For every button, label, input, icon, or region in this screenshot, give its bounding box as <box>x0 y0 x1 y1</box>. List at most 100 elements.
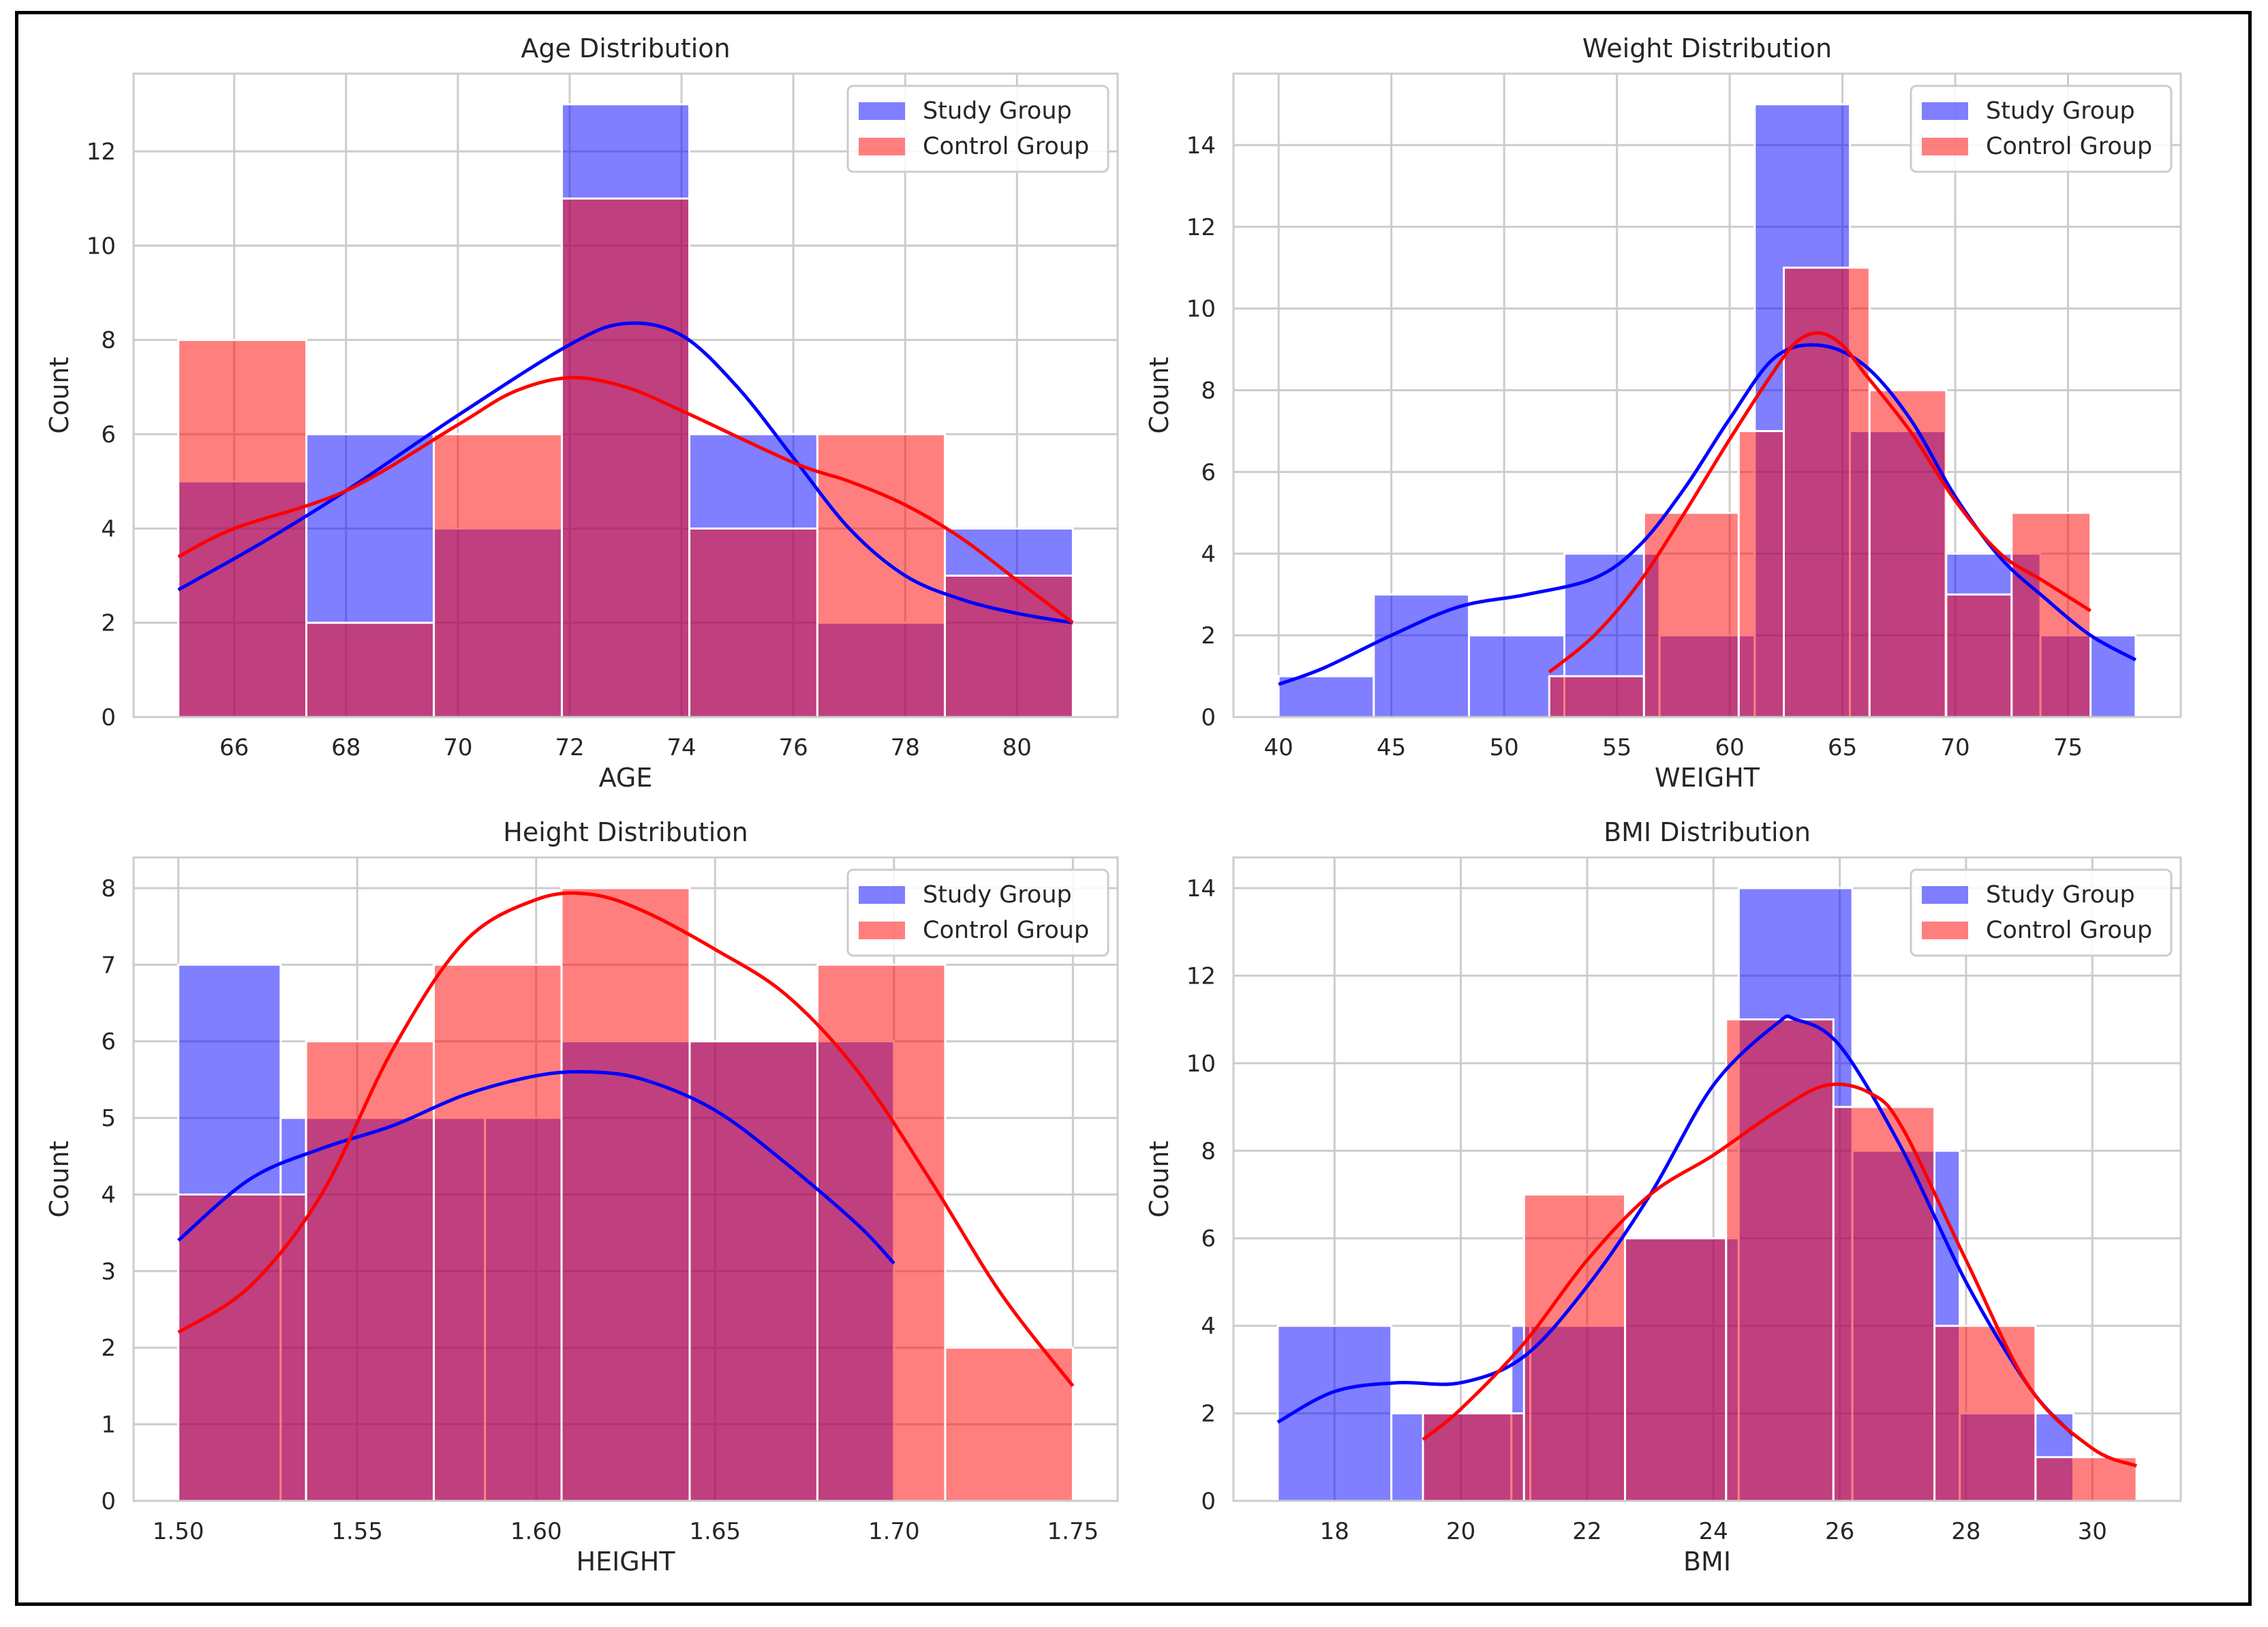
y-tick-label: 12 <box>87 138 116 166</box>
y-axis-label: Count <box>44 1141 74 1218</box>
y-tick-label: 8 <box>101 327 116 354</box>
chart-panel-2: 40 45 50 55 60 65 70 75 0 2 4 6 8 10 12 14 Weight Distri… <box>1144 33 2182 793</box>
y-tick-label: 2 <box>101 1335 116 1362</box>
control-bar <box>1725 1018 1835 1501</box>
y-tick-label: 4 <box>101 1181 116 1208</box>
x-tick-label: 72 <box>555 734 584 761</box>
control-bar <box>2034 1456 2138 1501</box>
x-tick-label: 74 <box>666 734 696 761</box>
control-bar <box>944 1346 1074 1501</box>
control-bar <box>688 527 818 717</box>
control-bar <box>688 1040 818 1501</box>
axes-frame <box>1232 856 2182 1502</box>
y-tick-label: 10 <box>1186 1050 1216 1078</box>
y-tick-label: 6 <box>101 1029 116 1056</box>
legend: Study Group Control Group <box>846 868 1109 957</box>
chart-title: Weight Distribution <box>1582 33 1832 63</box>
y-tick-label: 0 <box>1201 1488 1216 1515</box>
y-tick-label: 3 <box>101 1258 116 1286</box>
y-axis-label: Count <box>44 357 74 434</box>
y-tick-label: 2 <box>1201 1401 1216 1428</box>
study-legend-swatch <box>859 886 905 904</box>
x-tick-label: 78 <box>891 734 920 761</box>
x-tick-label: 26 <box>1825 1518 1854 1545</box>
plot-content <box>177 887 1075 1501</box>
control-bar <box>1642 511 1740 717</box>
control-kde-line <box>177 891 1075 1387</box>
control-kde-line <box>1422 1082 2138 1468</box>
y-tick-label: 6 <box>1201 1226 1216 1253</box>
x-axis-label: HEIGHT <box>576 1547 675 1577</box>
x-tick-label: 1.75 <box>1047 1518 1099 1545</box>
y-tick-label: 6 <box>1201 459 1216 486</box>
study-legend-label: Study Group <box>923 97 1072 125</box>
y-tick-label: 10 <box>1186 296 1216 323</box>
control-legend-label: Control Group <box>923 917 1089 944</box>
x-tick-label: 45 <box>1377 734 1406 761</box>
control-legend-swatch <box>1922 922 1968 939</box>
plot-content <box>1276 887 2138 1501</box>
legend-box <box>1910 85 2173 173</box>
x-tick-label: 70 <box>443 734 472 761</box>
control-bar <box>943 575 1074 717</box>
plot-content <box>1277 103 2137 717</box>
control-bar <box>1522 1193 1627 1501</box>
x-tick-label: 1.55 <box>331 1518 383 1545</box>
control-bar <box>433 963 563 1501</box>
study-bar <box>1373 593 1471 717</box>
study-bar <box>1390 1412 1424 1501</box>
x-tick-label: 1.50 <box>153 1518 204 1545</box>
y-axis-label: Count <box>1144 1141 1174 1218</box>
x-tick-label: 80 <box>1002 734 1032 761</box>
control-bar <box>560 197 691 717</box>
x-tick-label: 68 <box>331 734 361 761</box>
chart-panel-3: 1.50 1.55 1.60 1.65 1.70 1.75 0 1 2 3 4 5 6 7 8 Height … <box>44 817 1119 1577</box>
x-axis-label: AGE <box>599 763 653 793</box>
x-tick-label: 22 <box>1572 1518 1602 1545</box>
study-legend-label: Study Group <box>923 881 1072 909</box>
control-legend-swatch <box>859 922 905 939</box>
y-axis-label: Count <box>1144 357 1174 434</box>
x-axis-label: WEIGHT <box>1655 763 1760 793</box>
x-tick-label: 50 <box>1490 734 1519 761</box>
axes-frame <box>1232 72 2182 718</box>
x-tick-label: 40 <box>1264 734 1293 761</box>
chart-title: Age Distribution <box>521 33 730 63</box>
control-bar <box>1933 1324 2037 1501</box>
study-bar <box>1277 675 1375 717</box>
control-legend-label: Control Group <box>1986 133 2152 160</box>
axes-frame <box>132 856 1119 1502</box>
x-tick-label: 18 <box>1320 1518 1349 1545</box>
control-bar <box>2010 511 2092 717</box>
y-tick-label: 4 <box>101 515 116 543</box>
control-bar <box>1945 593 2013 717</box>
x-tick-label: 55 <box>1602 734 1631 761</box>
study-kde-line <box>1276 1014 2075 1437</box>
x-tick-label: 70 <box>1940 734 1970 761</box>
x-tick-label: 65 <box>1828 734 1857 761</box>
chart-title: Height Distribution <box>503 817 748 847</box>
x-tick-label: 76 <box>779 734 808 761</box>
x-tick-label: 30 <box>2078 1518 2107 1545</box>
legend: Study Group Control Group <box>846 85 1109 173</box>
legend-box <box>846 85 1109 173</box>
control-kde-line <box>177 376 1074 624</box>
x-tick-label: 24 <box>1699 1518 1728 1545</box>
y-tick-label: 8 <box>101 875 116 902</box>
x-tick-label: 20 <box>1446 1518 1475 1545</box>
x-tick-label: 28 <box>1951 1518 1980 1545</box>
legend: Study Group Control Group <box>1910 868 2173 957</box>
study-legend-swatch <box>859 102 905 120</box>
control-legend-swatch <box>1922 138 1968 155</box>
y-tick-label: 6 <box>101 421 116 448</box>
chart-title: BMI Distribution <box>1604 817 1811 847</box>
legend-box <box>1910 868 2173 957</box>
y-tick-label: 4 <box>1201 541 1216 568</box>
study-kde-line <box>177 1069 895 1265</box>
y-tick-label: 8 <box>1201 1138 1216 1165</box>
y-tick-label: 0 <box>1201 704 1216 731</box>
control-bar <box>1832 1106 1936 1501</box>
study-legend-swatch <box>1922 886 1968 904</box>
